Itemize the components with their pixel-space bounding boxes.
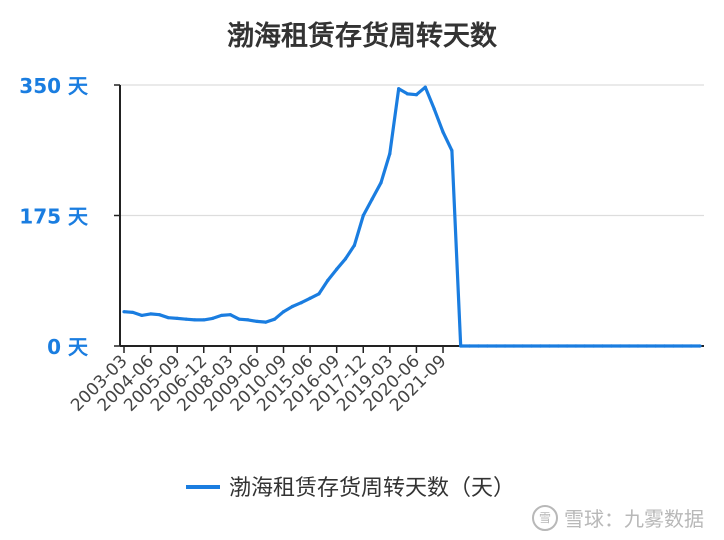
data-point: [184, 317, 188, 321]
data-point: [211, 316, 215, 321]
watermark-text: 雪球：九雾数据: [564, 507, 704, 531]
data-point: [423, 85, 427, 89]
data-point: [193, 318, 197, 322]
data-point: [618, 344, 622, 348]
series-line: [123, 85, 700, 348]
data-point: [476, 344, 481, 348]
y-tick-label: 350 天: [19, 74, 89, 98]
data-point: [388, 152, 392, 156]
data-point: [414, 93, 419, 97]
data-point: [157, 313, 162, 317]
data-point: [379, 181, 383, 185]
data-point: [370, 197, 374, 201]
data-point: [246, 318, 250, 322]
data-point: [485, 344, 489, 348]
data-point: [335, 267, 339, 271]
data-point: [583, 344, 587, 348]
chart-title: 渤海租赁存货周转天数: [227, 21, 497, 52]
snowball-logo-icon: 雪: [532, 504, 558, 531]
data-point: [290, 304, 294, 309]
y-tick-label: 0 天: [47, 335, 89, 359]
data-point: [131, 310, 135, 315]
data-point: [166, 316, 170, 320]
data-point: [600, 344, 605, 348]
data-point: [494, 344, 498, 348]
data-point: [609, 344, 613, 348]
data-point: [228, 313, 232, 317]
data-point: [547, 344, 551, 348]
data-point: [140, 313, 144, 318]
data-point: [468, 344, 472, 348]
data-point: [148, 312, 153, 316]
data-point: [343, 257, 348, 261]
data-point: [219, 313, 224, 318]
data-point: [450, 149, 454, 153]
data-point: [264, 320, 268, 324]
data-point: [432, 107, 436, 111]
data-point: [645, 344, 649, 348]
data-point: [122, 310, 126, 314]
data-point: [680, 344, 684, 348]
data-point: [662, 344, 667, 348]
watermark: 雪 雪球：九雾数据: [532, 503, 704, 532]
data-point: [538, 344, 543, 348]
data-point: [441, 130, 445, 134]
y-tick-label: 175 天: [19, 205, 89, 229]
data-point: [627, 344, 631, 348]
legend-label: 渤海租赁存货周转天数（天）: [229, 476, 515, 501]
data-point: [397, 87, 401, 91]
data-point: [459, 344, 463, 348]
data-point: [202, 318, 206, 322]
data-point: [521, 344, 525, 348]
data-point: [530, 344, 534, 348]
data-point: [326, 278, 330, 282]
data-point: [503, 344, 507, 348]
data-point: [636, 344, 640, 348]
data-point: [574, 344, 578, 348]
data-point: [299, 301, 303, 305]
data-point: [565, 344, 569, 348]
data-point: [281, 310, 286, 314]
data-point: [273, 317, 277, 321]
data-point: [175, 316, 179, 321]
data-point: [352, 243, 356, 247]
data-point: [689, 344, 693, 348]
data-point: [308, 296, 312, 300]
data-point: [255, 319, 259, 323]
data-point: [317, 292, 321, 296]
data-point: [237, 317, 241, 321]
data-point: [698, 344, 702, 348]
data-point: [512, 344, 516, 348]
data-point: [654, 344, 658, 348]
data-point: [556, 344, 560, 348]
data-point: [405, 92, 410, 96]
data-point: [361, 213, 365, 218]
data-point: [592, 344, 596, 348]
data-point: [671, 344, 676, 348]
